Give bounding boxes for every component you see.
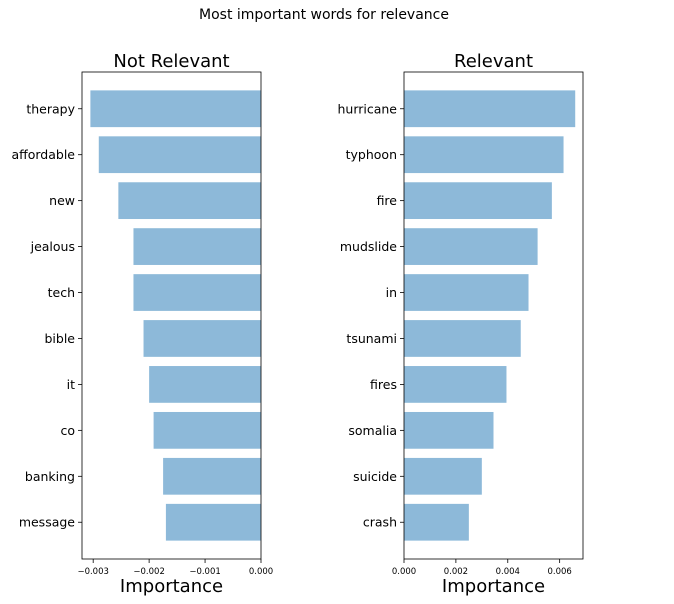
not-relevant-category-label: co bbox=[60, 423, 75, 438]
relevant-category-label: crash bbox=[363, 515, 397, 530]
not-relevant-category-label: jealous bbox=[30, 239, 75, 254]
not-relevant-bar bbox=[98, 136, 261, 174]
not-relevant-xtick-label: −0.002 bbox=[133, 567, 164, 577]
not-relevant-category-label: bible bbox=[44, 331, 75, 346]
not-relevant-bar bbox=[118, 182, 261, 220]
not-relevant-bar bbox=[153, 411, 261, 449]
relevant-xtick-label: 0.006 bbox=[547, 567, 571, 577]
relevant-bar bbox=[404, 90, 576, 128]
relevant-category-label: fire bbox=[377, 193, 398, 208]
figure-title: Most important words for relevance bbox=[199, 7, 449, 23]
not-relevant-axes-frame bbox=[81, 71, 262, 560]
relevant-category-label: mudslide bbox=[340, 239, 397, 254]
not-relevant-category-label: affordable bbox=[11, 147, 75, 162]
not-relevant-panel: therapy affordable new jealous tech bible it co… bbox=[11, 51, 273, 597]
relevant-category-label: hurricane bbox=[337, 101, 397, 116]
relevant-category-label: in bbox=[386, 285, 397, 300]
not-relevant-category-label: banking bbox=[25, 469, 75, 484]
relevant-bar bbox=[404, 320, 521, 357]
not-relevant-category-label: it bbox=[67, 377, 75, 392]
relevant-bar bbox=[404, 457, 482, 495]
not-relevant-category-label: therapy bbox=[26, 101, 75, 116]
not-relevant-category-label: new bbox=[49, 193, 75, 208]
relevant-axes-frame bbox=[403, 71, 584, 560]
not-relevant-bar bbox=[163, 457, 261, 495]
relevant-category-label: typhoon bbox=[346, 147, 397, 162]
relevant-xtick-label: 0.000 bbox=[392, 567, 416, 577]
not-relevant-bar bbox=[143, 320, 261, 357]
not-relevant-xtick-label: −0.003 bbox=[77, 567, 108, 577]
not-relevant-xlabel: Importance bbox=[120, 576, 223, 597]
relevant-xtick-label: 0.002 bbox=[444, 567, 468, 577]
not-relevant-xtick-label: 0.000 bbox=[249, 567, 273, 577]
relevant-xlabel: Importance bbox=[442, 576, 545, 597]
not-relevant-bar bbox=[90, 90, 261, 128]
relevant-bar bbox=[404, 274, 529, 311]
not-relevant-category-label: message bbox=[19, 515, 75, 530]
relevant-bar bbox=[404, 411, 494, 449]
relevant-bar bbox=[404, 366, 507, 403]
not-relevant-bar bbox=[165, 503, 261, 541]
not-relevant-bar bbox=[133, 228, 261, 265]
relevant-panel: hurricane typhoon fire mudslide in tsunami fir… bbox=[337, 51, 584, 597]
not-relevant-category-label: tech bbox=[48, 285, 75, 300]
not-relevant-bar bbox=[149, 366, 261, 403]
relevant-category-label: suicide bbox=[353, 469, 397, 484]
relevant-category-label: tsunami bbox=[346, 331, 397, 346]
relevant-xtick-label: 0.004 bbox=[496, 567, 520, 577]
relevant-bar bbox=[404, 228, 538, 265]
relevant-category-label: fires bbox=[370, 377, 397, 392]
not-relevant-title: Not Relevant bbox=[113, 51, 229, 72]
relevant-bar bbox=[404, 136, 564, 174]
relevant-bar bbox=[404, 182, 552, 220]
not-relevant-xtick-label: −0.001 bbox=[189, 567, 220, 577]
relevant-bar bbox=[404, 503, 469, 541]
relevant-title: Relevant bbox=[454, 51, 533, 72]
not-relevant-bar bbox=[133, 274, 261, 311]
relevant-category-label: somalia bbox=[348, 423, 397, 438]
